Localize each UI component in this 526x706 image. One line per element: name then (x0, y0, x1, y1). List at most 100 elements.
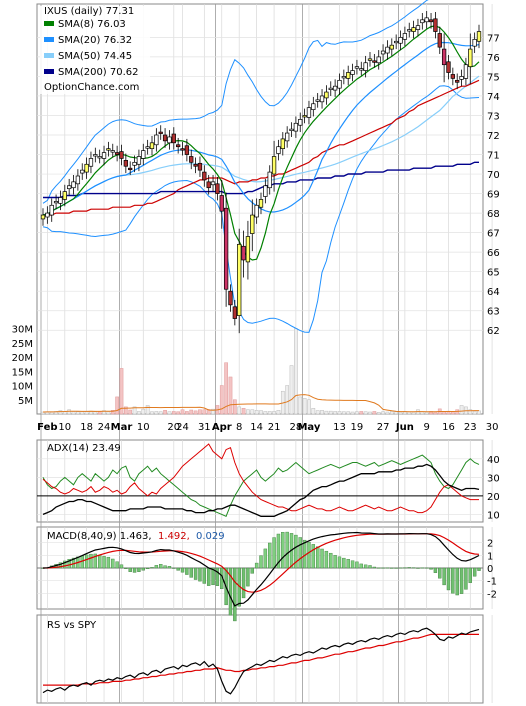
macd-hist-bar (141, 567, 145, 571)
price-tick-label: 64 (487, 287, 500, 298)
volume-bar (198, 409, 202, 415)
candlesticks (40, 11, 482, 334)
candle-body (455, 79, 460, 83)
candle-body (228, 290, 233, 306)
price-tick-label: 73 (487, 111, 500, 122)
macd-hist-bar (294, 534, 298, 569)
candle-body (324, 91, 329, 99)
moving-averages (42, 25, 480, 261)
volume-tick-label: 30M (12, 325, 33, 336)
volume-bar (333, 411, 337, 415)
volume-bar (315, 410, 320, 415)
volume-bar (41, 411, 45, 415)
volume-bar (250, 409, 255, 415)
candle-body (341, 76, 346, 79)
volume-bar (459, 405, 464, 415)
price-tick-label: 77 (487, 33, 500, 44)
price-tick-label: 63 (487, 307, 500, 318)
volume-bar (263, 411, 268, 415)
macd-hist-bar (172, 567, 176, 569)
candle-body (215, 183, 220, 194)
macd-hist-bar (102, 556, 106, 569)
candle-body (402, 33, 408, 40)
candle-body (394, 40, 399, 44)
macd-hist-bar (459, 567, 464, 594)
candle-body (332, 85, 338, 91)
macd-hist-bar (394, 567, 398, 569)
macd-hist-bar (442, 567, 446, 586)
macd-hist-bar (84, 554, 89, 569)
date-tick-label: Feb (37, 422, 57, 433)
candle-body (106, 148, 111, 151)
candle-body (180, 148, 185, 151)
volume-bar (324, 410, 329, 415)
macd-hist-bar (58, 562, 63, 569)
volume-bar (150, 411, 154, 415)
volume-bar (137, 411, 141, 415)
macd-hist-bar (307, 541, 311, 569)
adx-tick-label: 40 (487, 455, 500, 466)
macd-hist-bar (154, 565, 159, 569)
legend-sma50: SMA(50) 74.45 (58, 51, 132, 62)
macd-hist-bar (259, 555, 263, 569)
candle-body (328, 87, 333, 90)
date-tick-label: Jun (395, 422, 414, 433)
volume-bar (180, 409, 185, 415)
macd-tick-label: -1 (487, 577, 497, 588)
date-tick-label: 8 (236, 422, 242, 433)
macd-hist-bar (89, 553, 93, 569)
price-tick-label: 75 (487, 72, 500, 83)
macd-hist-bar (193, 567, 198, 580)
candle-body (315, 99, 320, 102)
rs-ma-line (43, 633, 479, 686)
volume-bar (276, 410, 281, 415)
candle-body (437, 33, 442, 48)
macd-hist-bar (254, 562, 259, 569)
candle-body (372, 60, 377, 63)
legend-sma8: SMA(8) 76.03 (58, 19, 126, 30)
watermark: OptionChance.com (44, 82, 139, 93)
candle-body (241, 245, 246, 261)
candle-body (441, 48, 447, 66)
candle-body (58, 197, 63, 204)
macd-hist-bar (411, 567, 416, 569)
candle-body (245, 236, 251, 263)
macd-hist-bar (180, 567, 185, 573)
volume-bar (241, 408, 246, 415)
candle-body (306, 107, 312, 118)
macd-hist-bar (167, 566, 172, 569)
candle-body (350, 70, 355, 75)
candle-body (232, 306, 237, 319)
sma8-line (42, 25, 480, 261)
macd-hist-bar (97, 555, 102, 569)
volume-tick-label: 15M (12, 367, 33, 378)
macd-hist-bar (106, 556, 111, 569)
candle-body (101, 152, 107, 159)
volume-bar (302, 398, 307, 415)
adx-tick-label: 20 (487, 492, 500, 503)
date-tick-label: 14 (250, 422, 263, 433)
legend-swatch-sma20 (44, 37, 54, 42)
macd-hist-bar (119, 564, 124, 569)
volume-bar (228, 376, 233, 415)
macd-hist-bar (202, 567, 207, 584)
volume-bars (41, 328, 481, 415)
volume-bar (254, 410, 259, 415)
candle-body (280, 138, 285, 150)
candle-body (446, 61, 451, 73)
volume-bar (394, 411, 399, 415)
candle-body (389, 44, 394, 50)
candle-body (197, 162, 203, 171)
macd-hist-bar (189, 567, 193, 578)
candle-body (468, 48, 473, 68)
candle-body (123, 160, 128, 167)
candle-body (154, 134, 159, 146)
rs-line (42, 627, 480, 695)
volume-bar (67, 409, 72, 415)
candle-body (354, 66, 360, 69)
legend-swatch-sma8 (44, 21, 54, 26)
macd-hist-bar (285, 531, 289, 569)
volume-bar (337, 411, 342, 415)
candle-body (136, 156, 142, 165)
macd-hist-bar (346, 559, 350, 569)
